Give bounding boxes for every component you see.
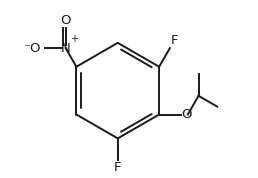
Text: ⁻O: ⁻O: [23, 42, 40, 55]
Text: N: N: [61, 42, 70, 55]
Text: F: F: [114, 161, 122, 174]
Text: O: O: [60, 14, 71, 27]
Text: F: F: [171, 34, 178, 47]
Text: O: O: [182, 108, 192, 121]
Text: +: +: [70, 34, 78, 44]
